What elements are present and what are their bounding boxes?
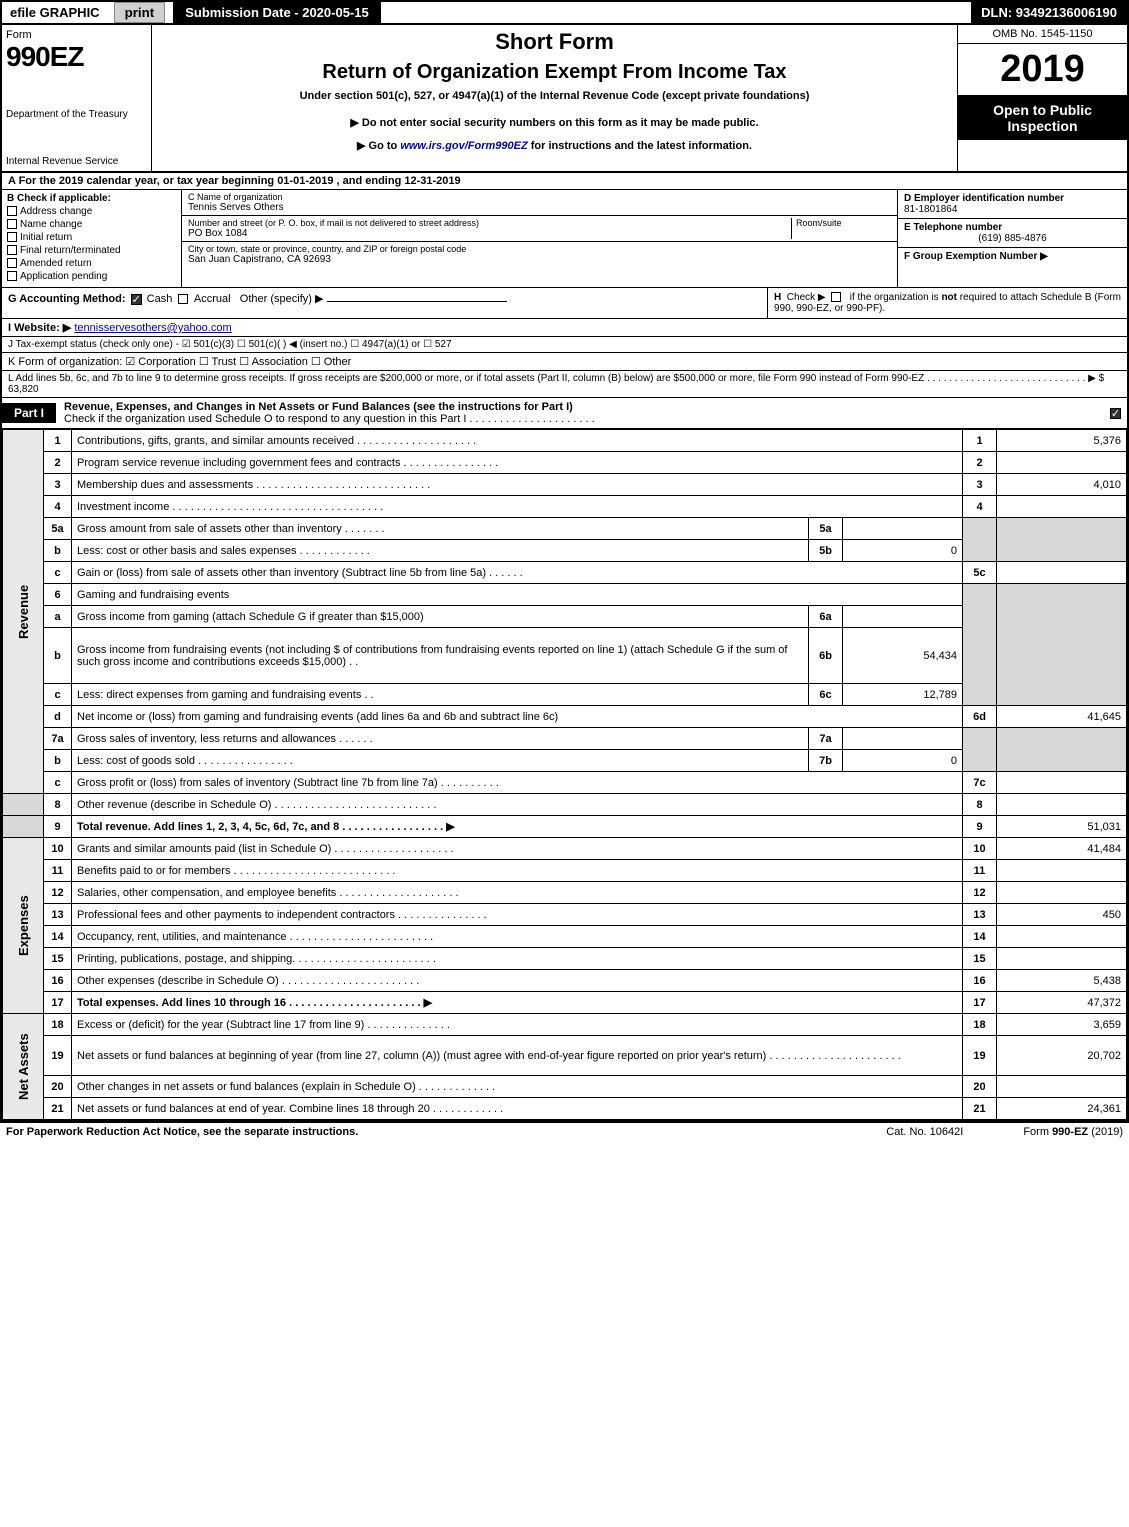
row-5c: c Gain or (loss) from sale of assets oth… — [3, 562, 1127, 584]
goto-note: ▶ Go to www.irs.gov/Form990EZ for instru… — [160, 139, 949, 152]
chk-initial-return[interactable]: Initial return — [7, 232, 176, 243]
city-value: San Juan Capistrano, CA 92693 — [188, 254, 891, 265]
top-bar: efile GRAPHIC print Submission Date - 20… — [2, 2, 1127, 25]
org-name-label: C Name of organization — [188, 192, 891, 202]
open-inspection: Open to Public Inspection — [958, 96, 1127, 140]
website-link[interactable]: tennisservesothers@yahoo.com — [74, 322, 231, 334]
street-label: Number and street (or P. O. box, if mail… — [188, 218, 791, 228]
form-word: Form — [6, 29, 147, 41]
street-value: PO Box 1084 — [188, 228, 791, 239]
print-button[interactable]: print — [114, 2, 166, 23]
dln-number: DLN: 93492136006190 — [971, 2, 1127, 23]
box-b-title: B Check if applicable: — [7, 193, 176, 204]
header-right: OMB No. 1545-1150 2019 Open to Public In… — [957, 25, 1127, 171]
submission-date: Submission Date - 2020-05-15 — [173, 2, 381, 23]
row-6a: a Gross income from gaming (attach Sched… — [3, 606, 1127, 628]
row-3: 3 Membership dues and assessments . . . … — [3, 474, 1127, 496]
line-k: K Form of organization: ☑ Corporation ☐ … — [2, 353, 1127, 371]
chk-address-change[interactable]: Address change — [7, 206, 176, 217]
tax-year: 2019 — [958, 44, 1127, 96]
side-netassets: Net Assets — [3, 1014, 44, 1120]
phone-value: (619) 885-4876 — [904, 233, 1121, 244]
financial-table: Revenue 1 Contributions, gifts, grants, … — [2, 429, 1127, 1120]
line-a: A For the 2019 calendar year, or tax yea… — [2, 173, 1127, 190]
group-exemption-label: F Group Exemption Number ▶ — [904, 251, 1121, 262]
row-10: Expenses 10 Grants and similar amounts p… — [3, 838, 1127, 860]
row-16: 16 Other expenses (describe in Schedule … — [3, 970, 1127, 992]
chk-accrual[interactable] — [178, 294, 188, 304]
ein-label: D Employer identification number — [904, 193, 1121, 204]
efile-label: efile GRAPHIC — [2, 2, 108, 23]
row-6d: d Net income or (loss) from gaming and f… — [3, 706, 1127, 728]
chk-schedule-o[interactable] — [1110, 408, 1121, 419]
side-revenue: Revenue — [3, 430, 44, 794]
part-1-header: Part I Revenue, Expenses, and Changes in… — [2, 398, 1127, 429]
row-18: Net Assets 18 Excess or (deficit) for th… — [3, 1014, 1127, 1036]
irs-label: Internal Revenue Service — [6, 156, 147, 167]
paperwork-notice: For Paperwork Reduction Act Notice, see … — [6, 1126, 358, 1138]
row-8: 8 Other revenue (describe in Schedule O)… — [3, 794, 1127, 816]
chk-final-return[interactable]: Final return/terminated — [7, 245, 176, 256]
chk-cash[interactable] — [131, 294, 142, 305]
row-15: 15 Printing, publications, postage, and … — [3, 948, 1127, 970]
form-page: efile GRAPHIC print Submission Date - 20… — [0, 0, 1129, 1122]
short-form-title: Short Form — [160, 29, 949, 55]
row-20: 20 Other changes in net assets or fund b… — [3, 1076, 1127, 1098]
phone-label: E Telephone number — [904, 222, 1121, 233]
ssn-note: ▶ Do not enter social security numbers o… — [160, 116, 949, 129]
header-mid: Short Form Return of Organization Exempt… — [152, 25, 957, 171]
row-12: 12 Salaries, other compensation, and emp… — [3, 882, 1127, 904]
row-6b: b Gross income from fundraising events (… — [3, 628, 1127, 684]
chk-name-change[interactable]: Name change — [7, 219, 176, 230]
return-title: Return of Organization Exempt From Incom… — [160, 61, 949, 84]
form-number: 990EZ — [6, 41, 147, 73]
row-19: 19 Net assets or fund balances at beginn… — [3, 1036, 1127, 1076]
subtitle: Under section 501(c), 527, or 4947(a)(1)… — [160, 90, 949, 102]
row-6: 6 Gaming and fundraising events — [3, 584, 1127, 606]
chk-application-pending[interactable]: Application pending — [7, 271, 176, 282]
row-6c: c Less: direct expenses from gaming and … — [3, 684, 1127, 706]
ein-value: 81-1801864 — [904, 204, 1121, 215]
irs-link[interactable]: www.irs.gov/Form990EZ — [400, 140, 527, 152]
omb-number: OMB No. 1545-1150 — [958, 25, 1127, 44]
line-i: I Website: ▶ tennisservesothers@yahoo.co… — [2, 319, 1127, 337]
chk-amended-return[interactable]: Amended return — [7, 258, 176, 269]
org-name: Tennis Serves Others — [188, 202, 891, 213]
line-l: L Add lines 5b, 6c, and 7b to line 9 to … — [2, 371, 1127, 398]
row-7b: b Less: cost of goods sold . . . . . . .… — [3, 750, 1127, 772]
row-14: 14 Occupancy, rent, utilities, and maint… — [3, 926, 1127, 948]
box-c: C Name of organization Tennis Serves Oth… — [182, 190, 897, 287]
chk-schedule-b[interactable] — [831, 292, 841, 302]
department: Department of the Treasury — [6, 109, 147, 120]
row-7a: 7a Gross sales of inventory, less return… — [3, 728, 1127, 750]
catalog-number: Cat. No. 10642I — [886, 1126, 963, 1138]
form-reference: Form 990-EZ (2019) — [1023, 1126, 1123, 1138]
row-4: 4 Investment income . . . . . . . . . . … — [3, 496, 1127, 518]
header-left: Form 990EZ Department of the Treasury In… — [2, 25, 152, 171]
box-b: B Check if applicable: Address change Na… — [2, 190, 182, 287]
row-5a: 5a Gross amount from sale of assets othe… — [3, 518, 1127, 540]
entity-block: B Check if applicable: Address change Na… — [2, 190, 1127, 288]
city-label: City or town, state or province, country… — [188, 244, 891, 254]
side-expenses: Expenses — [3, 838, 44, 1014]
box-def: D Employer identification number 81-1801… — [897, 190, 1127, 287]
row-17: 17 Total expenses. Add lines 10 through … — [3, 992, 1127, 1014]
row-2: 2 Program service revenue including gove… — [3, 452, 1127, 474]
part-1-label: Part I — [2, 403, 56, 423]
row-7c: c Gross profit or (loss) from sales of i… — [3, 772, 1127, 794]
row-9: 9 Total revenue. Add lines 1, 2, 3, 4, 5… — [3, 816, 1127, 838]
row-13: 13 Professional fees and other payments … — [3, 904, 1127, 926]
row-g-h: G Accounting Method: Cash Accrual Other … — [2, 288, 1127, 319]
line-g-label: G Accounting Method: — [8, 293, 126, 305]
row-1: Revenue 1 Contributions, gifts, grants, … — [3, 430, 1127, 452]
part-1-title: Revenue, Expenses, and Changes in Net As… — [56, 398, 1110, 428]
row-5b: b Less: cost or other basis and sales ex… — [3, 540, 1127, 562]
line-j: J Tax-exempt status (check only one) - ☑… — [2, 337, 1127, 353]
row-21: 21 Net assets or fund balances at end of… — [3, 1098, 1127, 1120]
room-label: Room/suite — [796, 218, 891, 228]
row-11: 11 Benefits paid to or for members . . .… — [3, 860, 1127, 882]
page-footer: For Paperwork Reduction Act Notice, see … — [0, 1122, 1129, 1141]
form-header: Form 990EZ Department of the Treasury In… — [2, 25, 1127, 173]
